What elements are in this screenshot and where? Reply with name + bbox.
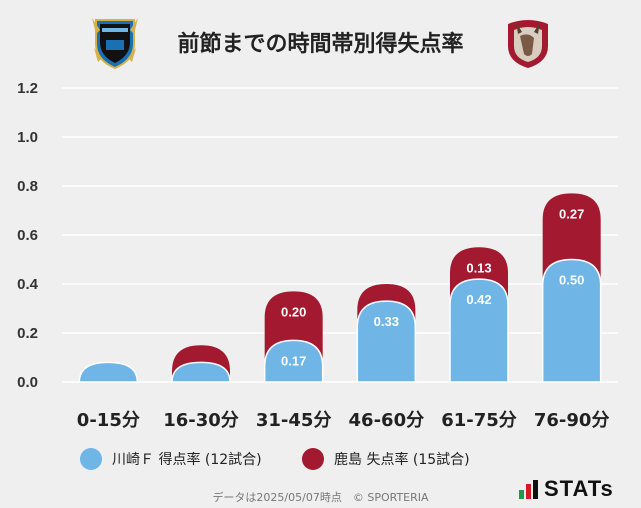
stats-mark-icon (519, 480, 538, 499)
chart-header: 前節までの時間帯別得失点率 (0, 0, 641, 84)
x-tick-label: 0-15分 (77, 410, 140, 431)
legend-label-kashima: 鹿島 失点率 (15試合) (334, 452, 470, 468)
bar-kawasaki (356, 300, 417, 383)
legend: 川崎Ｆ 得点率 (12試合) 鹿島 失点率 (15試合) (0, 448, 641, 474)
legend-swatch-kashima (302, 448, 324, 470)
x-tick-label: 46-60分 (349, 410, 425, 431)
data-label-kawasaki: 0.17 (281, 353, 306, 368)
y-tick-label: 0.8 (17, 178, 38, 195)
x-tick-label: 31-45分 (256, 410, 332, 431)
bars (78, 193, 602, 383)
bar-kawasaki (78, 361, 139, 383)
x-tick-label: 16-30分 (163, 410, 239, 431)
y-tick-label: 0.0 (17, 374, 38, 391)
x-tick-label: 76-90分 (534, 410, 610, 431)
x-tick-label: 61-75分 (441, 410, 517, 431)
legend-label-kawasaki: 川崎Ｆ 得点率 (12試合) (112, 452, 262, 468)
y-tick-label: 0.4 (17, 276, 39, 293)
data-label-kawasaki: 0.33 (374, 314, 399, 329)
data-label-kashima: 0.13 (466, 260, 491, 275)
y-tick-label: 1.2 (17, 80, 38, 97)
data-label-kashima: 0.27 (559, 206, 584, 221)
bar-kawasaki (263, 339, 324, 383)
kawasaki-crest-icon (92, 18, 138, 70)
data-label-kawasaki: 0.42 (466, 292, 491, 307)
stats-wordmark: STATs (544, 476, 614, 501)
bar-kawasaki (171, 361, 231, 383)
bar-kawasaki (449, 278, 509, 383)
chart-title: 前節までの時間帯別得失点率 (177, 32, 464, 57)
x-axis-ticks: 0-15分 16-30分 31-45分 46-60分 61-75分 76-90分 (77, 410, 610, 431)
kashima-crest-icon (508, 20, 548, 68)
y-tick-label: 0.2 (17, 325, 38, 342)
legend-item-kashima: 鹿島 失点率 (15試合) (302, 448, 470, 470)
gridlines (62, 87, 618, 383)
bar-kawasaki (541, 258, 602, 383)
legend-item-kawasaki: 川崎Ｆ 得点率 (12試合) (80, 448, 262, 470)
footer-note: データは2025/05/07時点 © SPORTERIA (212, 491, 429, 504)
y-axis-ticks: 0.0 0.2 0.4 0.6 0.8 1.0 1.2 (17, 80, 39, 391)
legend-swatch-kawasaki (80, 448, 102, 470)
y-tick-label: 0.6 (17, 227, 38, 244)
data-label-kawasaki: 0.50 (559, 273, 584, 288)
data-label-kashima: 0.20 (281, 304, 306, 319)
stats-logo: STATs (518, 476, 614, 502)
bar-chart: 0.00.20.40.60.81.01.2 0.170.200.330.420.… (17, 80, 618, 431)
data-labels: 0.17 0.20 0.33 0.42 0.13 0.50 0.27 (281, 206, 584, 368)
y-tick-label: 1.0 (17, 129, 38, 146)
